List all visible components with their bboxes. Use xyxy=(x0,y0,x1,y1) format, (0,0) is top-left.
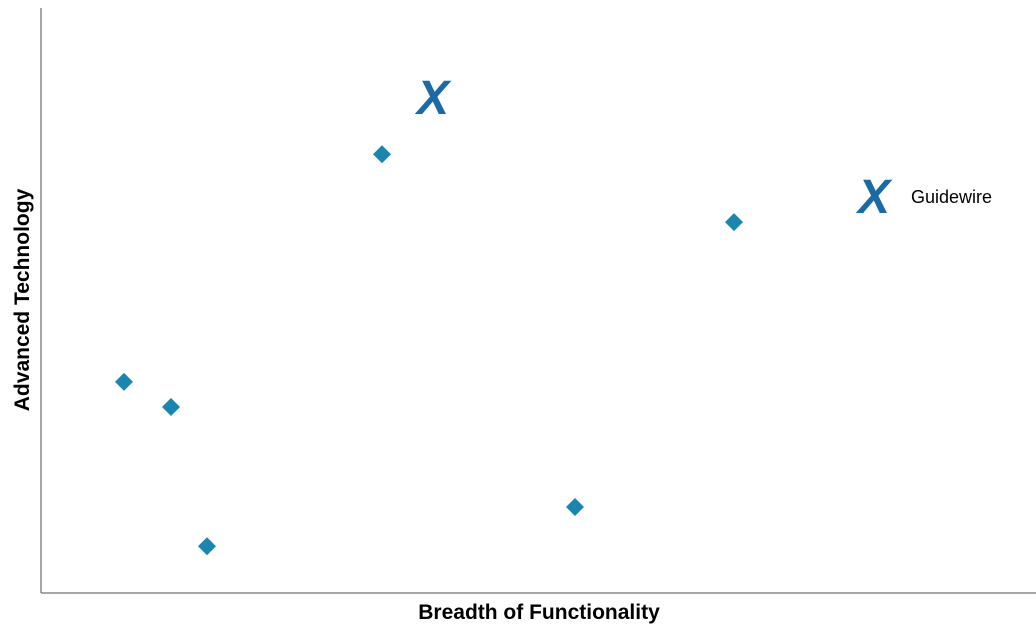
guidewire-x-data-point: X xyxy=(414,72,452,125)
diamond-data-point xyxy=(198,537,216,556)
legend: X Guidewire xyxy=(855,171,992,224)
diamond-data-point xyxy=(162,397,180,416)
x-axis-title: Breadth of Functionality xyxy=(418,601,660,624)
diamond-data-point xyxy=(115,372,133,391)
diamond-data-point xyxy=(725,213,743,232)
points-layer: X xyxy=(115,72,743,556)
diamond-data-point xyxy=(566,498,584,517)
legend-label: Guidewire xyxy=(911,187,992,207)
diamond-data-point xyxy=(373,145,391,164)
y-axis-title: Advanced Technology xyxy=(11,188,34,411)
legend-x-marker: X xyxy=(855,171,893,224)
